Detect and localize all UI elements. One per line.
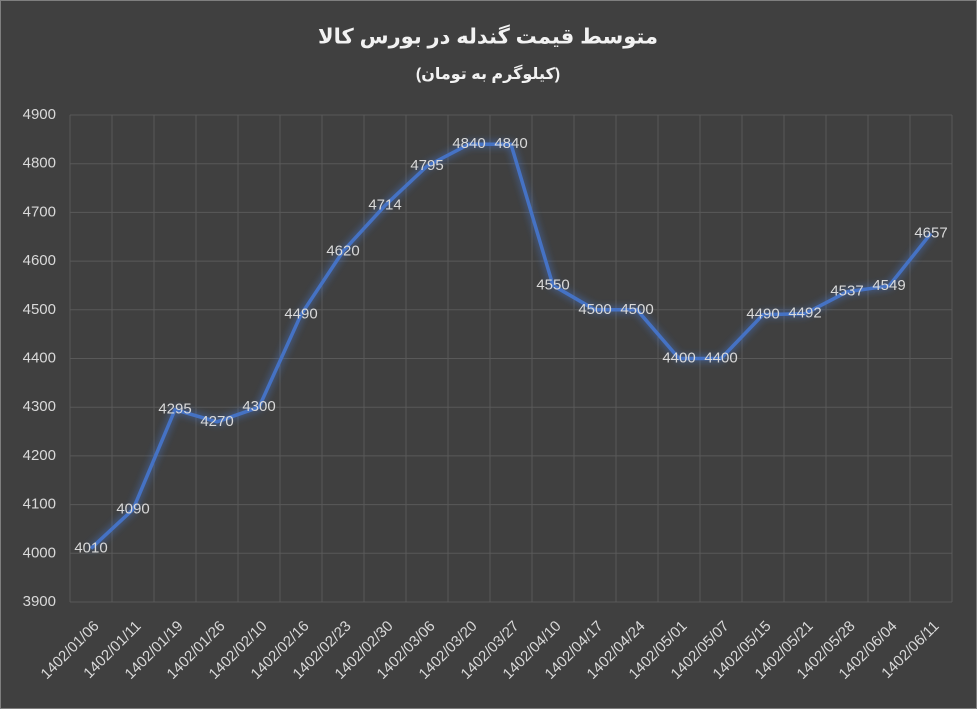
y-tick-label: 4200 [23,447,56,464]
data-label: 4840 [452,135,485,152]
y-tick-label: 4500 [23,301,56,318]
data-label: 4537 [830,283,863,300]
data-label: 4714 [368,197,401,214]
data-label: 4400 [662,349,695,366]
data-label: 4090 [116,500,149,517]
data-label: 4840 [494,135,527,152]
data-label: 4270 [200,413,233,430]
data-label: 4549 [872,277,905,294]
y-tick-label: 4600 [23,252,56,269]
data-label: 4500 [578,301,611,318]
data-label: 4400 [704,349,737,366]
y-tick-label: 4700 [23,203,56,220]
data-label: 4492 [788,305,821,322]
data-label: 4295 [158,401,191,418]
y-tick-label: 4800 [23,155,56,172]
chart-title: متوسط قیمت گندله در بورس کالا [318,24,658,49]
data-label: 4550 [536,276,569,293]
chart-subtitle: (کیلوگرم به تومان) [416,64,560,83]
data-line [89,142,933,550]
data-label: 4657 [914,224,947,241]
y-tick-label: 4000 [23,544,56,561]
data-label: 4490 [746,306,779,323]
y-tick-label: 4300 [23,398,56,415]
data-label: 4300 [242,398,275,415]
y-tick-label: 4900 [23,106,56,123]
data-label: 4490 [284,306,317,323]
data-label: 4620 [326,242,359,259]
data-label: 4795 [410,157,443,174]
data-label: 4500 [620,301,653,318]
y-tick-label: 3900 [23,593,56,610]
y-tick-label: 4100 [23,496,56,513]
y-tick-label: 4400 [23,349,56,366]
data-label: 4010 [74,539,107,556]
